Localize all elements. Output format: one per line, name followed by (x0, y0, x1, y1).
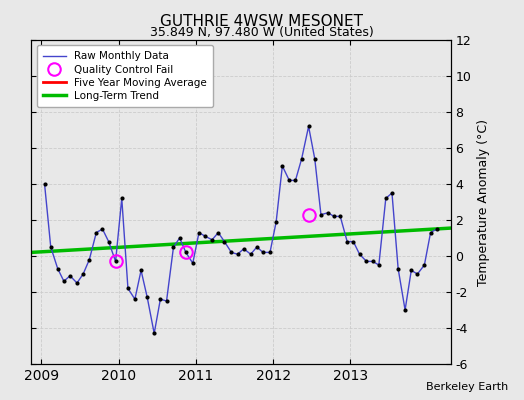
Text: 35.849 N, 97.480 W (United States): 35.849 N, 97.480 W (United States) (150, 26, 374, 39)
Line: Quality Control Fail: Quality Control Fail (110, 208, 315, 268)
Text: Berkeley Earth: Berkeley Earth (426, 382, 508, 392)
Raw Monthly Data (241, 246, 247, 251)
Raw Monthly Data (41, 182, 48, 186)
Legend: Raw Monthly Data, Quality Control Fail, Five Year Moving Average, Long-Term Tren: Raw Monthly Data, Quality Control Fail, … (37, 45, 213, 107)
Quality Control Fail (183, 250, 189, 255)
Text: GUTHRIE 4WSW MESONET: GUTHRIE 4WSW MESONET (160, 14, 364, 29)
Quality Control Fail (305, 212, 312, 217)
Raw Monthly Data (74, 281, 80, 286)
Quality Control Fail (113, 259, 119, 264)
Line: Raw Monthly Data: Raw Monthly Data (45, 126, 436, 333)
Raw Monthly Data (433, 226, 440, 231)
Raw Monthly Data (286, 178, 292, 183)
Raw Monthly Data (144, 295, 150, 300)
Raw Monthly Data (118, 196, 125, 201)
Raw Monthly Data (151, 331, 157, 336)
Raw Monthly Data (395, 266, 401, 271)
Y-axis label: Temperature Anomaly (°C): Temperature Anomaly (°C) (477, 118, 490, 286)
Raw Monthly Data (305, 124, 312, 129)
